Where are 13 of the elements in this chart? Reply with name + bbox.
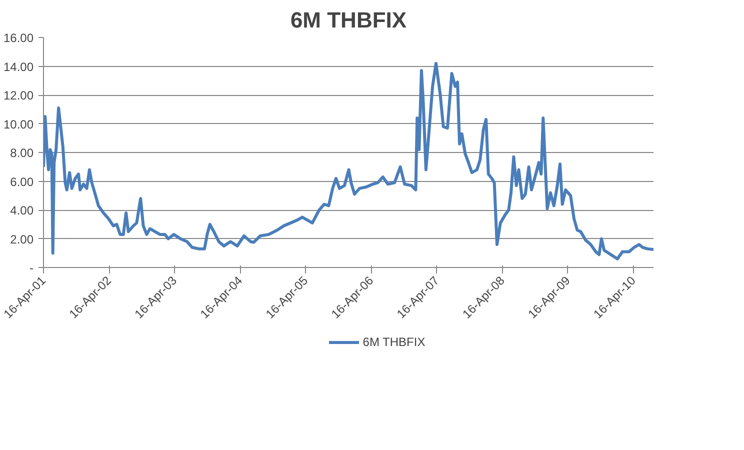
y-tick-label: 12.00 — [3, 88, 34, 102]
y-tick-label: 10.00 — [3, 117, 34, 132]
y-tick-label: 6.00 — [10, 174, 34, 189]
y-tick-label: - — [30, 261, 34, 275]
legend-label: 6M THBFIX — [362, 335, 426, 349]
y-tick-label: 2.00 — [10, 232, 34, 246]
y-tick-label: 14.00 — [3, 60, 34, 74]
line-series — [44, 62, 654, 260]
chart-title: 6M THBFIX — [290, 8, 407, 32]
y-tick-label: 4.00 — [10, 204, 34, 218]
y-tick-label: 16.00 — [3, 31, 34, 45]
y-tick-label: 8.00 — [10, 146, 34, 160]
legend: 6M THBFIX — [5, 334, 744, 352]
